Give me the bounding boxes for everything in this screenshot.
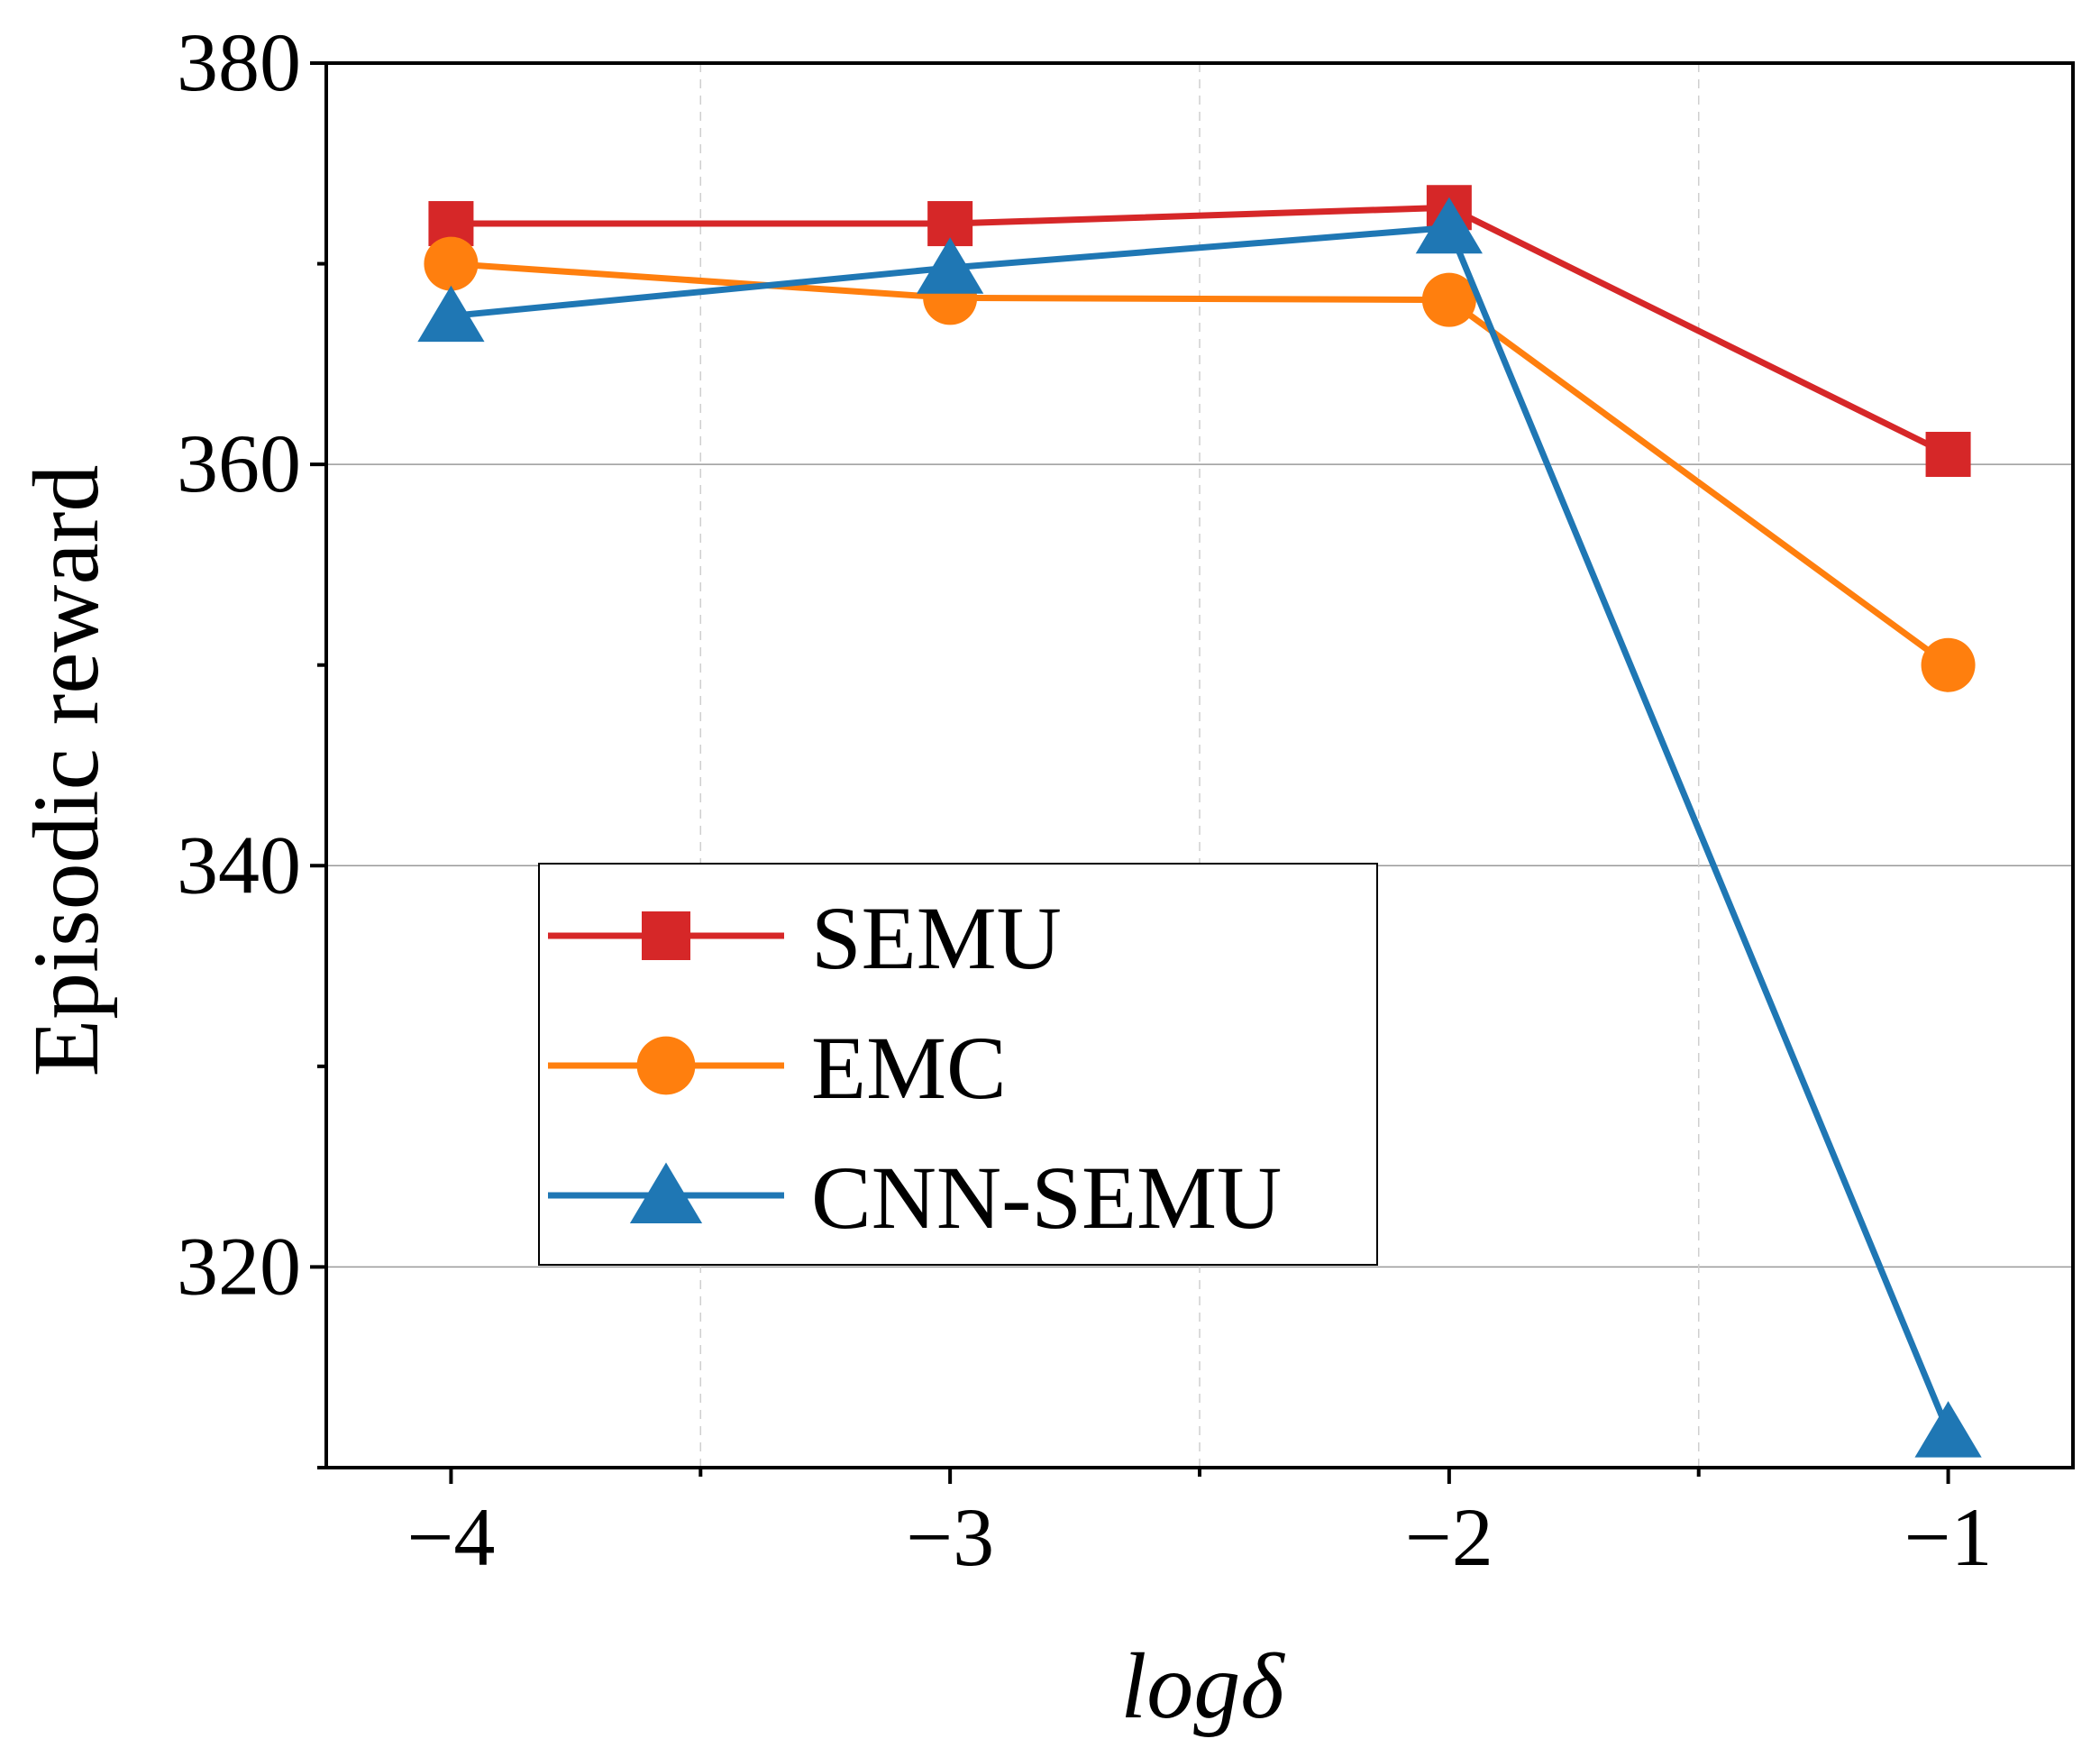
marker-emc <box>1421 272 1476 327</box>
x-tick-label: −1 <box>1904 1491 1993 1583</box>
y-tick-label: 380 <box>177 16 301 108</box>
legend-label-semu: SEMU <box>811 888 1062 988</box>
x-tick-label: −3 <box>906 1491 994 1583</box>
legend-label-cnn-semu: CNN-SEMU <box>811 1148 1282 1248</box>
marker-cnn-semu <box>1914 1401 1982 1458</box>
series-cnn-semu <box>417 197 1982 1458</box>
legend-marker-semu <box>642 911 690 960</box>
marker-cnn-semu <box>917 237 984 294</box>
series-line-semu <box>451 204 1950 458</box>
y-axis-title: Episodic reward <box>14 465 118 1077</box>
legend-marker-cnn-semu <box>629 1162 703 1223</box>
y-tick-label: 320 <box>177 1220 301 1312</box>
x-tick-label: −4 <box>406 1491 495 1583</box>
marker-cnn-semu <box>1415 197 1483 254</box>
x-axis-title: logδ <box>1120 1634 1285 1738</box>
legend-item-cnn-semu: CNN-SEMU <box>548 1148 1282 1248</box>
legend-item-semu: SEMU <box>548 888 1062 988</box>
x-tick-label: −2 <box>1405 1491 1493 1583</box>
marker-emc <box>424 236 479 291</box>
legend-marker-emc <box>636 1036 696 1095</box>
series-line-cnn-semu <box>451 224 1951 1433</box>
y-tick-label: 340 <box>177 819 301 911</box>
series-layer <box>417 185 1982 1458</box>
series-semu <box>428 185 1971 478</box>
legend-label-emc: EMC <box>811 1018 1007 1118</box>
legend-item-emc: EMC <box>548 1018 1007 1118</box>
marker-semu <box>1925 432 1971 478</box>
y-tick-label: 360 <box>177 417 301 509</box>
marker-cnn-semu <box>417 285 485 343</box>
series-line-emc <box>451 261 1950 668</box>
marker-emc <box>1921 637 1976 692</box>
axes-layer: 320 340 360 380 −4 −3 −2 −1 <box>177 16 2075 1583</box>
legend: SEMU EMC CNN-SEMU <box>538 863 1378 1266</box>
